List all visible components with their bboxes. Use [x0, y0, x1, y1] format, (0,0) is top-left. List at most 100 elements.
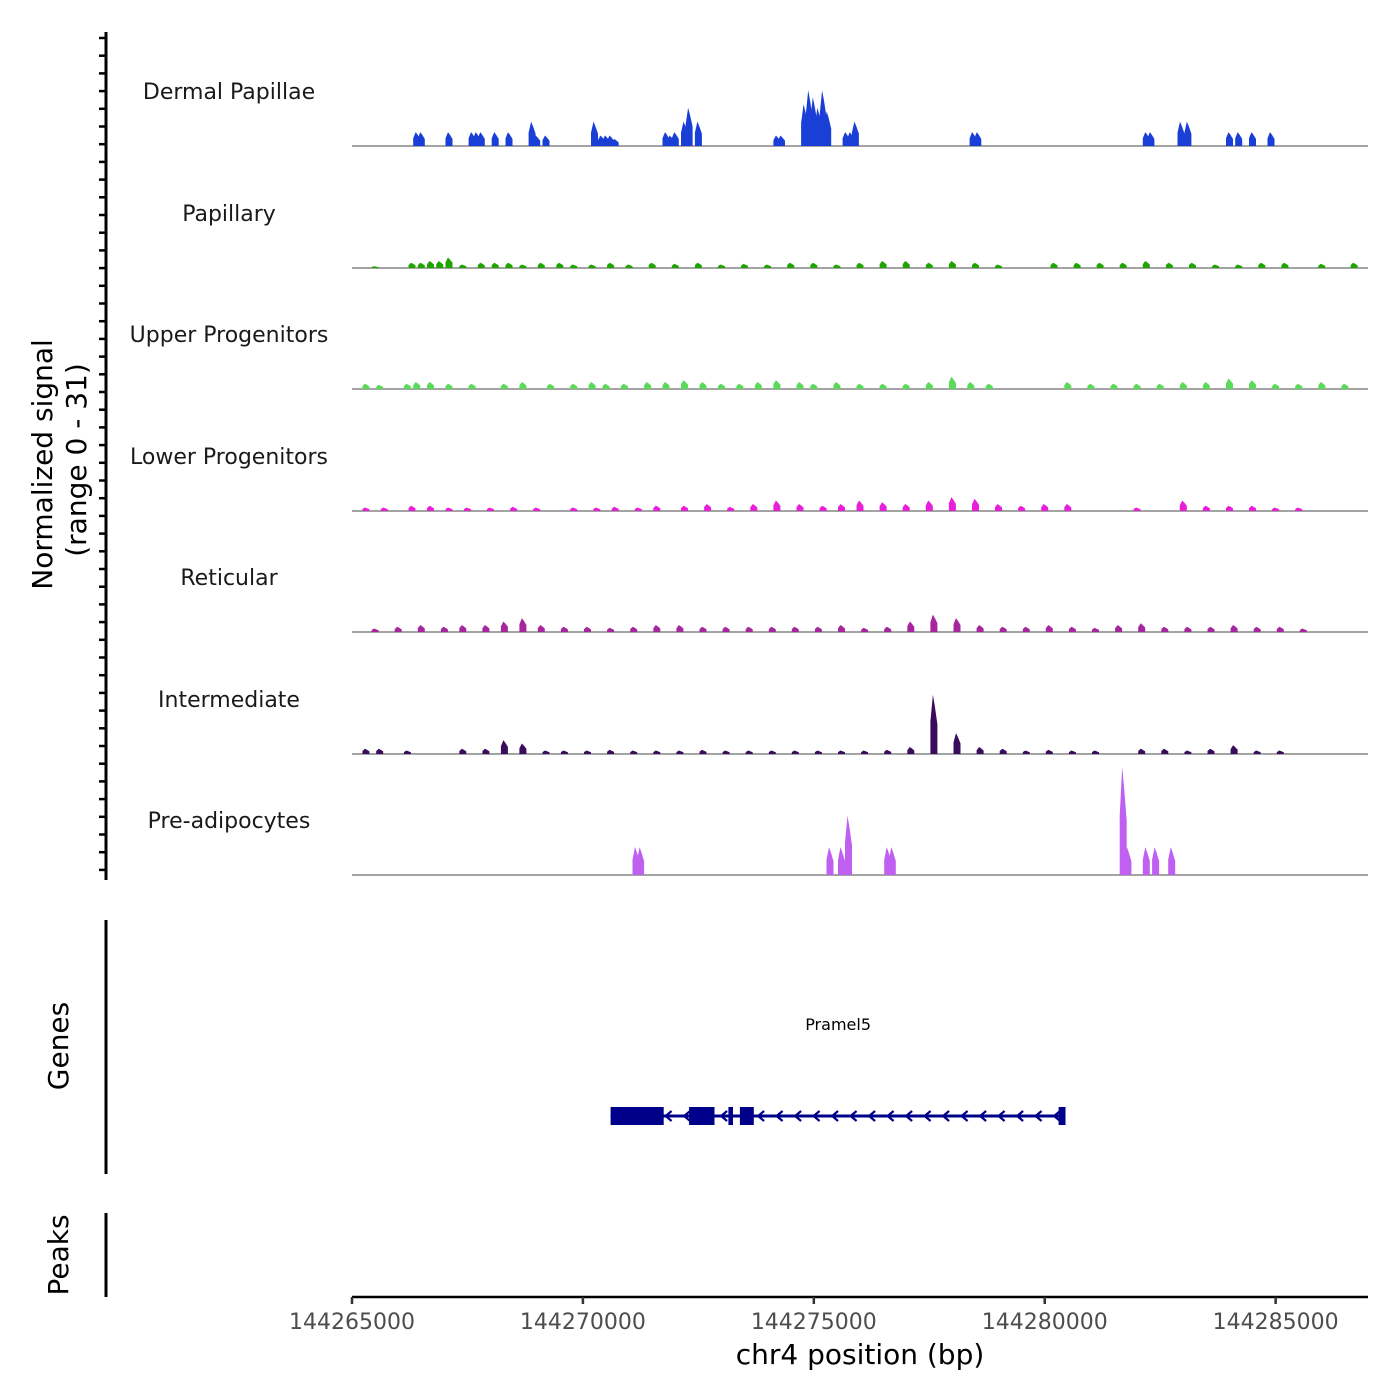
signal-peak-upper-progenitors-11 [588, 382, 596, 389]
signal-peak-intermediate-0 [362, 748, 370, 754]
signal-peak-reticular-14 [676, 625, 684, 632]
signal-peak-papillary-9 [505, 262, 513, 268]
coverage-y-axis-ticks [99, 36, 106, 872]
strand-chevron-7 [756, 1110, 765, 1122]
signal-peak-upper-progenitors-29 [948, 376, 956, 389]
signal-peak-intermediate-16 [745, 750, 753, 754]
signal-peak-lower-progenitors-15 [704, 504, 712, 511]
signal-peak-upper-progenitors-21 [773, 380, 781, 389]
signal-peak-lower-progenitors-6 [487, 507, 494, 511]
signal-peak-dermal-papillae-36 [1147, 132, 1155, 146]
signal-peak-dermal-papillae-21 [694, 121, 702, 146]
signal-peak-papillary-26 [856, 262, 864, 268]
signal-peak-intermediate-26 [976, 747, 984, 754]
signal-peak-papillary-29 [925, 262, 933, 268]
signal-peak-papillary-10 [519, 264, 527, 268]
signal-peak-papillary-41 [1235, 264, 1243, 268]
strand-chevron-19 [978, 1110, 987, 1122]
strand-chevron-8 [774, 1110, 784, 1122]
signal-peak-upper-progenitors-2 [403, 383, 411, 389]
y-axis-title-line1: Normalized signal [26, 339, 59, 590]
signal-peak-intermediate-29 [1045, 749, 1053, 754]
signal-peak-dermal-papillae-18 [671, 132, 679, 146]
signal-peak-papillary-1 [408, 262, 416, 268]
gene-annotations: Pramel5 [610, 1015, 1066, 1125]
signal-peak-lower-progenitors-24 [902, 504, 910, 511]
signal-peak-reticular-10 [584, 626, 591, 632]
strand-chevron-15 [904, 1110, 913, 1122]
track-label-papillary: Papillary [182, 202, 276, 227]
strand-chevron-5 [719, 1110, 728, 1122]
signal-peak-papillary-7 [477, 262, 485, 268]
signal-peak-reticular-3 [440, 626, 448, 632]
y-axis-title: Normalized signal (range 0 - 31) [26, 330, 93, 589]
signal-peak-intermediate-23 [907, 747, 915, 754]
signal-peak-pre-adipocytes-9 [1142, 847, 1150, 875]
signal-peak-papillary-45 [1350, 262, 1358, 268]
signal-peak-papillary-37 [1142, 261, 1150, 268]
x-tick-label-3: 144280000 [982, 1310, 1108, 1335]
signal-peak-upper-progenitors-7 [500, 383, 508, 389]
signal-peak-intermediate-12 [653, 750, 661, 754]
signal-peak-papillary-8 [491, 262, 499, 268]
signal-peak-dermal-papillae-23 [778, 135, 785, 146]
signal-peak-upper-progenitors-38 [1202, 382, 1210, 389]
signal-peak-reticular-37 [1207, 626, 1215, 632]
track-intermediate: Intermediate [158, 688, 1368, 755]
strand-chevron-12 [848, 1110, 858, 1122]
signal-peak-intermediate-38 [1276, 750, 1284, 754]
signal-peak-intermediate-37 [1253, 750, 1261, 754]
signal-peak-papillary-38 [1165, 262, 1173, 268]
signal-peak-lower-progenitors-35 [1226, 505, 1233, 511]
signal-peak-upper-progenitors-32 [1064, 382, 1072, 389]
signal-peak-upper-progenitors-17 [699, 382, 707, 389]
signal-peak-papillary-20 [718, 264, 725, 268]
signal-peak-reticular-13 [653, 625, 661, 632]
signal-peak-intermediate-10 [607, 749, 615, 754]
signal-peak-papillary-42 [1258, 262, 1266, 268]
signal-peak-lower-progenitors-34 [1202, 505, 1210, 511]
track-label-pre-adipocytes: Pre-adipocytes [148, 809, 311, 834]
signal-peak-lower-progenitors-5 [464, 507, 471, 511]
signal-peak-lower-progenitors-3 [427, 505, 434, 511]
signal-peak-upper-progenitors-31 [985, 383, 993, 389]
strand-chevron-18 [959, 1110, 969, 1122]
signal-peak-reticular-1 [394, 626, 402, 632]
signal-peak-reticular-27 [976, 625, 984, 632]
signal-peak-intermediate-27 [999, 748, 1007, 754]
strand-chevron-11 [830, 1110, 839, 1122]
signal-peak-reticular-35 [1161, 626, 1169, 632]
signal-peak-reticular-28 [999, 626, 1007, 632]
signal-peak-papillary-6 [459, 264, 467, 268]
signal-peak-intermediate-31 [1092, 750, 1099, 754]
track-dermal-papillae: Dermal Papillae [143, 80, 1368, 147]
coverage-tracks: Dermal Papillae Papillary Upper Progenitor… [130, 80, 1368, 876]
signal-peak-intermediate-1 [376, 748, 384, 754]
signal-peak-pre-adipocytes-1 [637, 847, 645, 875]
signal-peak-dermal-papillae-9 [533, 135, 541, 146]
signal-peak-lower-progenitors-18 [773, 500, 781, 511]
signal-peak-upper-progenitors-25 [856, 383, 864, 389]
signal-peak-intermediate-30 [1068, 750, 1076, 754]
signal-peak-lower-progenitors-30 [1041, 504, 1049, 511]
signal-peak-lower-progenitors-19 [796, 504, 804, 511]
signal-peak-intermediate-6 [519, 743, 527, 754]
signal-peak-upper-progenitors-35 [1133, 383, 1141, 389]
signal-peak-intermediate-20 [838, 750, 845, 754]
strand-chevron-22 [1033, 1110, 1043, 1122]
signal-peak-pre-adipocytes-8 [1124, 847, 1132, 875]
signal-peak-reticular-33 [1115, 625, 1123, 632]
signal-peak-upper-progenitors-0 [362, 383, 370, 389]
signal-peak-papillary-36 [1119, 262, 1127, 268]
strand-chevron-3 [682, 1110, 691, 1122]
signal-peak-upper-progenitors-40 [1249, 380, 1256, 389]
signal-peak-intermediate-2 [403, 750, 411, 754]
signal-peak-pre-adipocytes-3 [838, 847, 845, 875]
signal-peak-lower-progenitors-25 [925, 500, 933, 511]
exon-1 [689, 1107, 715, 1125]
signal-peak-intermediate-19 [814, 750, 822, 754]
signal-peak-papillary-35 [1096, 262, 1104, 268]
signal-peak-papillary-22 [764, 264, 772, 268]
signal-peak-reticular-9 [560, 626, 568, 632]
